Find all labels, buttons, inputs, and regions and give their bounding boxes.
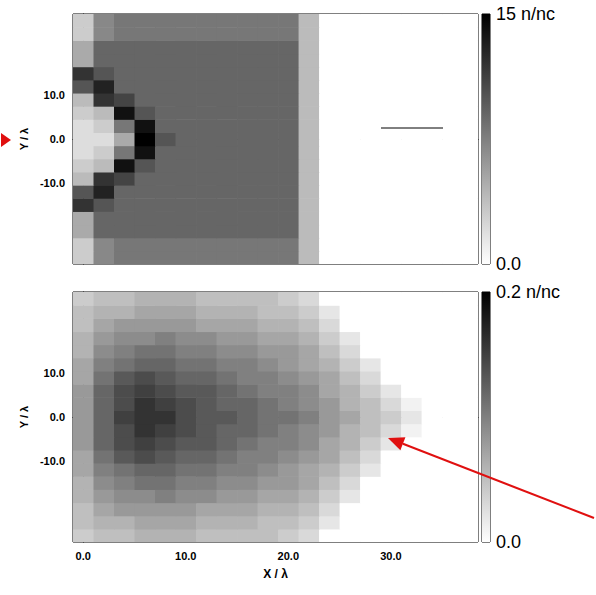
svg-text:0.2 n/nc: 0.2 n/nc	[496, 282, 560, 302]
svg-text:0.0: 0.0	[50, 133, 65, 145]
svg-text:0.0: 0.0	[76, 550, 91, 562]
svg-text:10.0: 10.0	[175, 550, 196, 562]
svg-text:X / λ: X / λ	[263, 567, 288, 581]
svg-text:0.0: 0.0	[50, 411, 65, 423]
svg-text:0.0: 0.0	[496, 532, 521, 552]
svg-text:Y / λ: Y / λ	[18, 406, 30, 428]
svg-text:20.0: 20.0	[278, 550, 299, 562]
svg-text:Y / λ: Y / λ	[18, 128, 30, 150]
svg-text:0.0: 0.0	[496, 254, 521, 274]
svg-text:15 n/nc: 15 n/nc	[496, 4, 555, 24]
svg-text:10.0: 10.0	[44, 367, 65, 379]
svg-text:-10.0: -10.0	[40, 455, 65, 467]
svg-text:30.0: 30.0	[380, 550, 401, 562]
svg-text:10.0: 10.0	[44, 89, 65, 101]
svg-text:-10.0: -10.0	[40, 177, 65, 189]
